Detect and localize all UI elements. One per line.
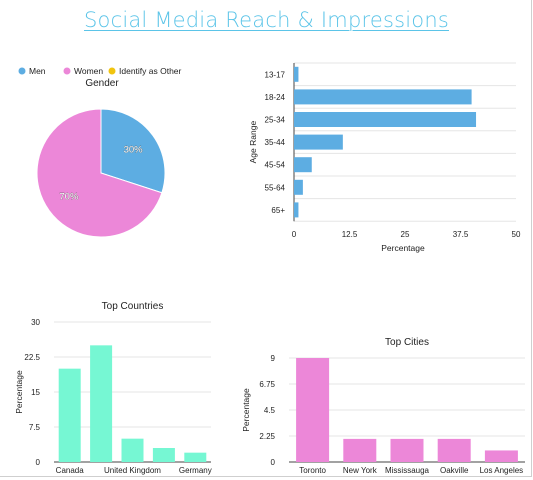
legend-label-0: Men	[29, 66, 46, 76]
age-bar-55-64	[294, 179, 303, 195]
age-bar-45-54	[294, 157, 312, 173]
y-axis-label: Percentage	[241, 388, 251, 432]
x-tick-label: 25	[401, 230, 410, 239]
bar-1	[343, 438, 377, 462]
bar-4	[484, 450, 518, 462]
legend-label-2: Identify as Other	[119, 66, 182, 76]
pie-title: Gender	[85, 78, 119, 89]
x-tick-label: 50	[512, 230, 521, 239]
y-tick-label: 22.5	[24, 353, 40, 362]
category-label: New York	[343, 466, 378, 475]
top-cities-bar-chart: Top Cities 0 2.25 4.5 6.75 9 Toronto New York Mi…	[241, 337, 525, 475]
y-axis-label: Age Range	[248, 121, 258, 164]
age-category-label: 55-64	[265, 183, 286, 192]
pie-slice-label-1: 70%	[59, 191, 79, 202]
x-tick-label: 0	[292, 230, 297, 239]
age-bar-13-17	[294, 66, 299, 82]
age-category-label: 13-17	[265, 70, 286, 79]
category-label: Canada	[56, 466, 85, 475]
age-category-label: 65+	[271, 206, 285, 215]
y-tick-label: 4.5	[264, 406, 276, 415]
y-tick-label: 30	[31, 318, 40, 327]
pie-slice-women	[36, 108, 163, 238]
age-category-label: 45-54	[265, 161, 286, 170]
category-label: Oakville	[440, 466, 469, 475]
top-countries-bar-chart: Top Countries 0 7.5 15 22.5 30 Canada United Ki…	[14, 301, 212, 475]
x-tick-label: 37.5	[453, 230, 469, 239]
legend-swatch-1	[63, 67, 71, 75]
category-label: Toronto	[299, 466, 326, 475]
y-axis-label: Percentage	[14, 370, 24, 414]
y-tick-label: 2.25	[259, 432, 275, 441]
bar-0	[58, 368, 81, 462]
page-title: Social Media Reach & Impressions	[84, 8, 449, 32]
y-tick-label: 0	[271, 458, 276, 467]
y-tick-label: 15	[31, 388, 40, 397]
y-tick-label: 0	[36, 458, 41, 467]
bar-2	[121, 438, 144, 462]
y-tick-label: 6.75	[259, 380, 275, 389]
age-category-label: 25-34	[265, 116, 286, 125]
y-tick-label: 9	[271, 354, 276, 363]
category-label: Germany	[179, 466, 212, 475]
bar-4	[184, 452, 207, 462]
x-axis-label: Percentage	[381, 243, 425, 253]
bar-2	[390, 438, 424, 462]
category-label: Los Angeles	[480, 466, 524, 475]
age-category-label: 35-44	[265, 138, 286, 147]
bar-3	[152, 448, 175, 462]
age-range-bar-chart: 13-17 18-24 25-34 35-44 45-54 55-64 65+ 0 12.5 25…	[248, 62, 521, 253]
bar-3	[437, 438, 471, 462]
age-category-label: 18-24	[265, 93, 286, 102]
bar-0	[296, 358, 330, 462]
chart-title: Top Countries	[102, 301, 164, 312]
chart-title: Top Cities	[385, 337, 429, 348]
pie-slice-men	[100, 108, 166, 194]
x-tick-label: 12.5	[342, 230, 358, 239]
y-tick-label: 7.5	[29, 423, 41, 432]
age-bar-35-44	[294, 134, 343, 150]
age-bar-65+	[294, 202, 299, 218]
age-bar-25-34	[294, 112, 477, 127]
category-label: Mississauga	[385, 466, 430, 475]
legend-swatch-0	[18, 67, 26, 75]
age-bar-18-24	[294, 89, 472, 105]
legend-swatch-2	[108, 67, 116, 75]
legend-label-1: Women	[74, 66, 103, 76]
category-label: United Kingdom	[104, 466, 161, 475]
bar-1	[90, 345, 113, 462]
pie-slice-label-0: 30%	[124, 145, 144, 156]
